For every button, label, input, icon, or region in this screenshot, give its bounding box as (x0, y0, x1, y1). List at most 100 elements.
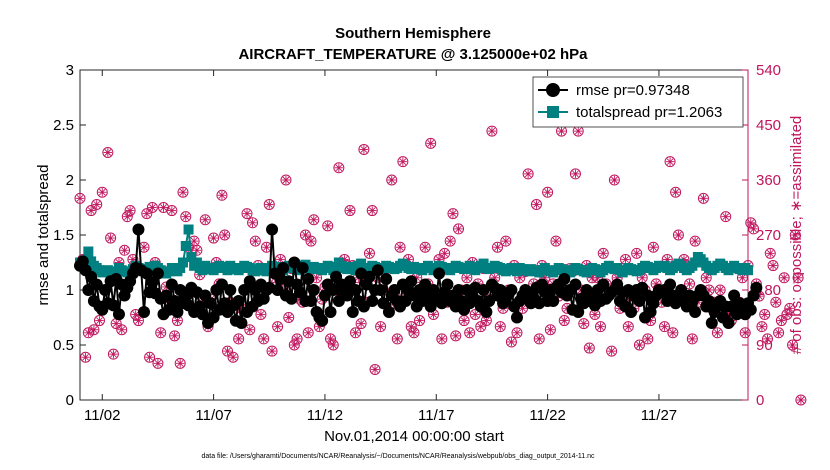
obs-count-point (522, 168, 534, 180)
obs-count-point (447, 208, 459, 220)
obs-possible-marker (358, 143, 370, 155)
obs-assimilated-marker (647, 317, 654, 324)
obs-assimilated-marker (669, 329, 677, 337)
obs-assimilated-marker (783, 311, 791, 318)
obs-possible-marker (439, 247, 451, 259)
rmse-point (366, 295, 379, 307)
legend: rmse pr=0.97348 totalspread pr=1.2063 (532, 76, 744, 128)
y-tick-label: 0.5 (53, 337, 74, 354)
rmse-point (316, 314, 329, 327)
obs-assimilated-marker (535, 335, 543, 343)
obs-possible-marker (397, 156, 409, 168)
obs-possible-marker (773, 327, 785, 339)
obs-count-point (594, 321, 606, 333)
obs-assimilated-marker (221, 231, 229, 239)
obs-assimilated-marker (675, 231, 682, 239)
obs-count-point (266, 345, 278, 357)
obs-possible-marker (756, 321, 768, 333)
obs-count-point (180, 211, 192, 223)
obs-count-point (121, 211, 133, 223)
obs-count-point (414, 315, 426, 327)
obs-assimilated-marker (260, 335, 268, 343)
obs-count-point (606, 345, 618, 357)
rmse-point (266, 223, 279, 236)
obs-possible-marker (180, 211, 192, 223)
obs-assimilated-marker (446, 237, 454, 245)
obs-possible-marker (475, 321, 487, 333)
obs-possible-marker (91, 198, 103, 210)
obs-assimilated-marker (160, 204, 167, 211)
obs-assimilated-marker (666, 158, 674, 165)
obs-possible-marker (394, 241, 406, 253)
rmse-point (558, 273, 571, 285)
obs-assimilated-marker (132, 311, 139, 318)
obs-count-point (247, 217, 259, 229)
rmse-point (625, 306, 638, 318)
obs-assimilated-marker (524, 170, 532, 178)
rmse-point (171, 306, 184, 318)
rmse-point (224, 284, 237, 296)
obs-count-point (105, 232, 117, 244)
obs-assimilated-marker (140, 243, 148, 251)
obs-assimilated-marker (218, 191, 226, 199)
obs-count-point (622, 321, 634, 333)
obs-count-point (689, 235, 701, 247)
obs-possible-marker (672, 229, 684, 241)
obs-count-point (107, 348, 119, 360)
obs-count-point (82, 327, 94, 339)
obs-count-point (280, 174, 292, 186)
obs-possible-marker (444, 235, 456, 247)
rmse-point (382, 306, 395, 318)
obs-assimilated-marker (93, 201, 101, 208)
rmse-point (569, 278, 582, 291)
obs-assimilated-marker (182, 213, 190, 220)
obs-possible-marker (778, 272, 790, 284)
obs-possible-marker (266, 345, 278, 357)
y-axis-right-label: # of obs: o=possible; ∗=assimilated (788, 116, 805, 355)
totalspread-point (175, 263, 186, 273)
obs-assimilated-marker (324, 222, 332, 230)
obs-count-point (492, 241, 503, 253)
obs-count-point (578, 318, 590, 330)
chart-subtitle: AIRCRAFT_TEMPERATURE @ 3.125000e+02 hPa (238, 46, 588, 63)
obs-assimilated-marker (157, 329, 165, 337)
obs-count-point (88, 324, 100, 336)
obs-assimilated-marker (661, 323, 668, 330)
obs-count-point (350, 327, 362, 339)
obs-possible-marker (241, 208, 253, 220)
obs-count-point (308, 214, 320, 226)
obs-possible-marker (244, 324, 256, 336)
rmse-point (307, 284, 320, 296)
obs-possible-marker (597, 247, 609, 259)
obs-possible-marker (152, 357, 164, 369)
obs-count-point (572, 125, 584, 137)
obs-possible-marker (375, 321, 387, 333)
y-right-tick-label: 90 (756, 337, 773, 354)
obs-possible-marker (686, 333, 698, 345)
obs-count-point (756, 321, 768, 333)
obs-count-point (784, 302, 796, 314)
obs-assimilated-marker (274, 323, 281, 330)
obs-count-point (494, 321, 506, 333)
obs-assimilated-marker (747, 219, 755, 227)
obs-count-point (469, 308, 481, 320)
obs-count-point (397, 156, 409, 168)
obs-assimilated-marker (700, 195, 707, 202)
obs-assimilated-marker (285, 314, 293, 321)
obs-possible-marker (363, 247, 375, 259)
obs-assimilated-marker (608, 347, 615, 355)
obs-assimilated-marker (580, 320, 588, 327)
obs-count-point (369, 363, 381, 375)
obs-assimilated-marker (146, 353, 153, 361)
obs-count-point (394, 241, 406, 253)
obs-assimilated-marker (416, 317, 423, 324)
obs-count-point (781, 308, 793, 320)
obs-assimilated-marker (377, 323, 384, 330)
rmse-point (371, 264, 384, 277)
obs-count-point (408, 327, 420, 339)
obs-count-point (544, 324, 556, 336)
obs-assimilated-marker (98, 188, 106, 196)
rmse-point (146, 276, 159, 289)
rmse-point (112, 308, 125, 321)
obs-possible-marker (594, 321, 606, 333)
